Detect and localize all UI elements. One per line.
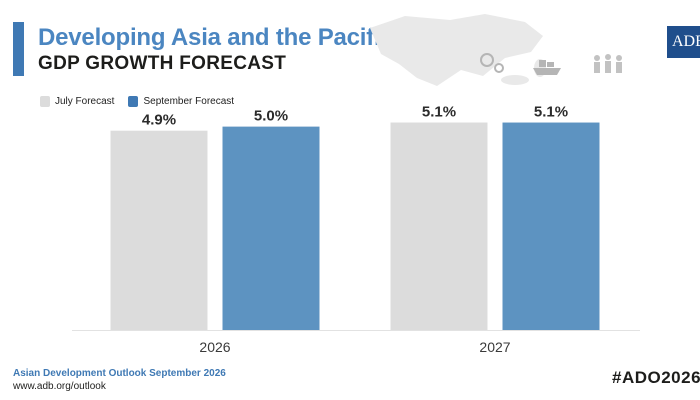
chart-title: Developing Asia and the Pacific <box>38 24 394 51</box>
x-tick-label-2027: 2027 <box>479 339 510 355</box>
data-label-september-2027: 5.1% <box>534 104 568 121</box>
legend-swatch-september <box>128 96 139 107</box>
title-accent-bar <box>13 22 24 76</box>
hashtag: #ADO2026 <box>612 368 700 387</box>
data-label-september-2026: 5.0% <box>254 108 288 125</box>
footer-url[interactable]: www.adb.org/outlook <box>13 381 106 392</box>
x-tick-label-2026: 2026 <box>199 339 230 355</box>
legend-label-september: September Forecast <box>143 96 235 107</box>
bar-july-2026 <box>110 130 208 330</box>
adb-logo: ADB <box>667 26 700 58</box>
bar-september-2026 <box>222 126 320 330</box>
data-label-july-2026: 4.9% <box>142 112 176 129</box>
people-icon <box>594 54 622 73</box>
bar-september-2027 <box>502 122 600 330</box>
legend-label-july: July Forecast <box>55 96 115 107</box>
cargo-ship-icon <box>533 60 561 75</box>
data-label-july-2027: 5.1% <box>422 104 456 121</box>
legend-swatch-july <box>40 96 50 107</box>
footer-source: Asian Development Outlook September 2026 <box>13 368 226 379</box>
legend-item-september: September Forecast <box>128 96 234 107</box>
header-decoration <box>370 14 622 86</box>
chart-legend: July Forecast September Forecast <box>40 96 248 107</box>
gears-icon <box>480 53 504 73</box>
chart-subtitle: GDP GROWTH FORECAST <box>38 53 287 74</box>
legend-item-july: July Forecast <box>40 96 114 107</box>
bar-july-2027 <box>390 122 488 330</box>
